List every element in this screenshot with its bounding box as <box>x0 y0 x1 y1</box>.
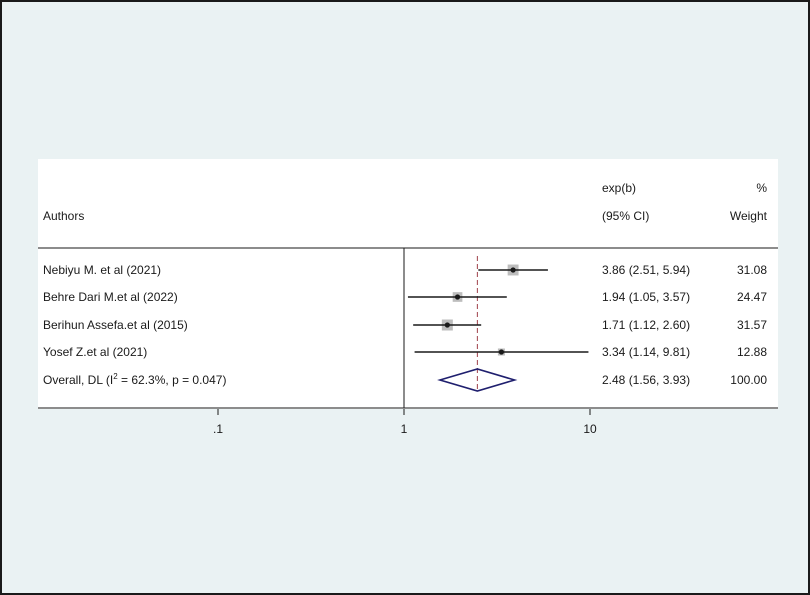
plot-marks <box>403 248 589 408</box>
point-estimate <box>498 349 505 355</box>
authors-header: Authors <box>43 209 84 223</box>
effect-header-line1: exp(b) <box>602 181 636 195</box>
study-label: Yosef Z.et al (2021) <box>43 345 147 359</box>
study-ci-value: 1.94 (1.05, 3.57) <box>602 290 690 304</box>
study-weight-value: 31.08 <box>737 263 767 277</box>
weight-header-line1: % <box>756 181 767 195</box>
study-ci-value: 1.71 (1.12, 2.60) <box>602 318 690 332</box>
overall-weight-value: 100.00 <box>730 373 767 387</box>
x-tick-label: .1 <box>213 422 223 436</box>
point-estimate <box>510 267 516 273</box>
point-estimate <box>444 322 450 328</box>
study-weight-value: 24.47 <box>737 290 767 304</box>
study-rows: Nebiyu M. et al (2021) 3.86 (2.51, 5.94) 3… <box>43 263 767 387</box>
overall-label: Overall, DL (I2 = 62.3%, p = 0.047) <box>43 372 226 387</box>
x-tick-label: 1 <box>401 422 408 436</box>
weight-header-line2: Weight <box>730 209 768 223</box>
study-weight-value: 31.57 <box>737 318 767 332</box>
study-label: Berihun Assefa.et al (2015) <box>43 318 188 332</box>
overall-ci-value: 2.48 (1.56, 3.93) <box>602 373 690 387</box>
x-tick-label: 10 <box>583 422 597 436</box>
study-ci-value: 3.86 (2.51, 5.94) <box>602 263 690 277</box>
point-estimate <box>454 294 461 300</box>
forest-plot-panel: Authors exp(b) (95% CI) % Weight Nebiyu … <box>38 159 778 409</box>
study-label: Nebiyu M. et al (2021) <box>43 263 161 277</box>
column-headers: Authors exp(b) (95% CI) % Weight <box>43 181 768 223</box>
study-weight-value: 12.88 <box>737 345 767 359</box>
x-axis: .1 1 10 <box>213 409 597 436</box>
study-label: Behre Dari M.et al (2022) <box>43 290 178 304</box>
study-ci-value: 3.34 (1.14, 9.81) <box>602 345 690 359</box>
effect-header-line2: (95% CI) <box>602 209 649 223</box>
forest-plot: Authors exp(b) (95% CI) % Weight Nebiyu … <box>38 181 778 409</box>
overall-diamond <box>437 368 518 392</box>
